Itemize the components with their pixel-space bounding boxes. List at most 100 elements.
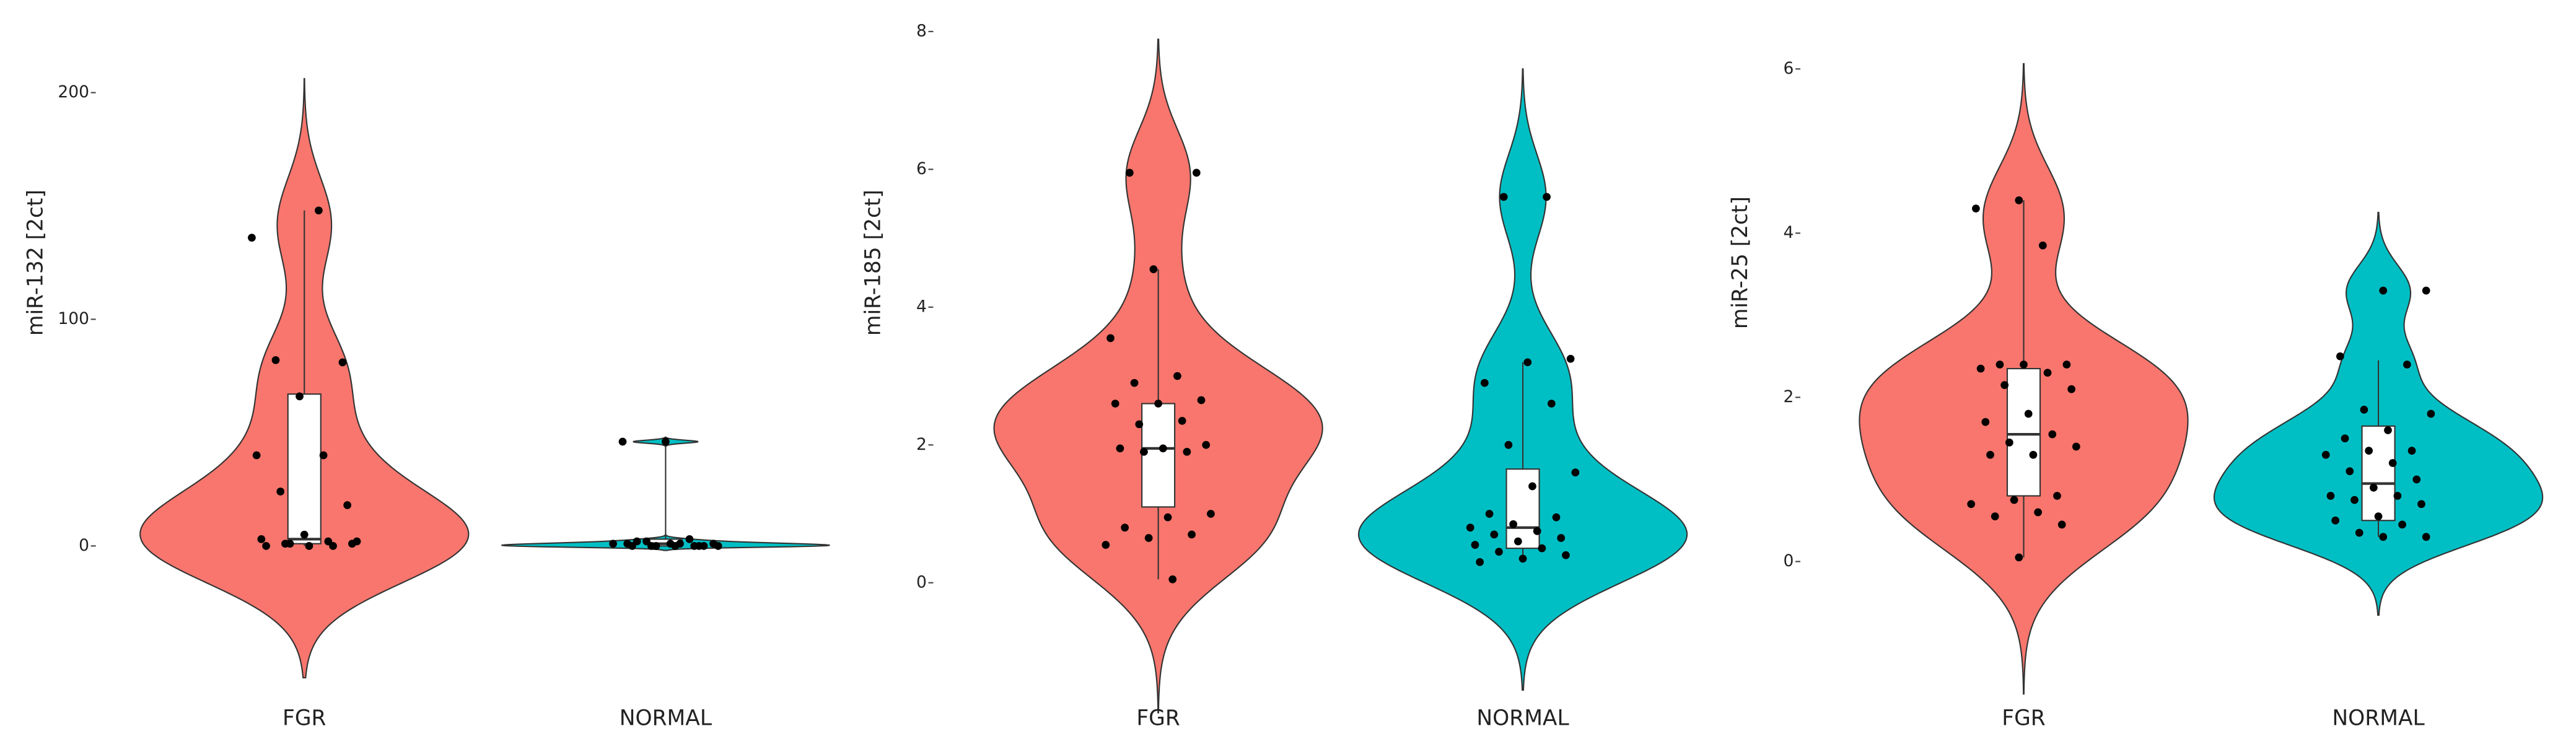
box <box>1141 403 1176 508</box>
x-tick-label: NORMAL <box>2332 706 2424 730</box>
data-point <box>257 535 266 543</box>
data-point <box>1197 396 1206 404</box>
data-point <box>353 537 361 546</box>
x-tick-label: NORMAL <box>620 706 712 730</box>
data-point <box>2407 447 2416 455</box>
data-point <box>2417 500 2425 509</box>
x-tick-label: FGR <box>283 706 326 730</box>
data-point <box>271 356 280 364</box>
data-point <box>1495 548 1503 556</box>
data-point <box>343 501 352 509</box>
y-axis-label: miR-185 [2ct] <box>861 190 886 336</box>
data-point <box>2015 553 2023 562</box>
data-point <box>2010 496 2018 504</box>
data-point <box>1571 468 1580 477</box>
data-point <box>1480 378 1489 387</box>
data-point <box>609 540 617 548</box>
data-point <box>2062 361 2071 369</box>
data-point <box>1986 450 1994 459</box>
box <box>287 393 322 544</box>
data-point <box>2020 361 2028 369</box>
data-point <box>2321 450 2330 459</box>
data-point <box>1159 444 1167 453</box>
y-tick-label: 200 <box>58 82 89 102</box>
data-point <box>1192 168 1201 177</box>
data-point <box>338 358 347 367</box>
data-point <box>1102 541 1110 549</box>
data-point <box>2331 516 2339 525</box>
data-point <box>1976 364 1985 373</box>
data-point <box>1996 361 2004 369</box>
x-tick-label: FGR <box>2002 706 2045 730</box>
data-point <box>699 542 708 550</box>
data-point <box>1981 418 1990 426</box>
data-point <box>252 451 261 460</box>
data-point <box>1543 193 1551 201</box>
data-point <box>685 535 694 543</box>
data-point <box>1173 372 1181 380</box>
data-point <box>1163 513 1172 522</box>
data-point <box>1499 193 1508 201</box>
data-point <box>1149 265 1158 274</box>
data-point <box>2067 385 2075 393</box>
data-point <box>1566 354 1575 363</box>
data-point <box>1207 510 1215 518</box>
data-point <box>2024 409 2033 418</box>
y-tick-label: 8 <box>916 21 927 40</box>
data-point <box>1188 530 1196 539</box>
data-point <box>2038 241 2047 250</box>
data-point <box>2393 492 2402 500</box>
data-point <box>296 392 304 401</box>
data-point <box>714 542 722 550</box>
data-point <box>1509 520 1517 528</box>
data-point <box>2403 361 2411 369</box>
data-point <box>2365 447 2373 455</box>
data-point <box>1135 420 1144 429</box>
data-point <box>2034 508 2042 517</box>
data-point <box>2326 492 2335 500</box>
y-axis-label: miR-25 [2ct] <box>1728 196 1753 329</box>
data-point <box>2412 475 2421 484</box>
data-point <box>262 542 270 550</box>
data-point <box>2398 520 2406 529</box>
data-point <box>2355 528 2364 537</box>
data-point <box>1518 554 1527 563</box>
data-point <box>1490 530 1499 539</box>
y-tick-label: 2 <box>1784 387 1794 406</box>
data-point <box>2379 533 2388 541</box>
y-tick-label: 0 <box>916 572 927 592</box>
data-point <box>1523 358 1532 367</box>
data-point <box>1991 512 1999 520</box>
data-point <box>1183 448 1191 456</box>
data-point <box>276 487 285 496</box>
data-point <box>1154 400 1162 408</box>
data-point <box>1514 537 1522 546</box>
data-point <box>1557 534 1566 542</box>
x-tick-label: FGR <box>1136 706 1180 730</box>
data-point <box>662 437 670 446</box>
data-point <box>1528 482 1536 491</box>
y-tick-label: 0 <box>1784 551 1794 571</box>
data-point <box>2005 438 2013 447</box>
data-point <box>2422 533 2430 541</box>
data-point <box>315 206 323 215</box>
data-point <box>305 542 313 550</box>
box <box>2361 425 2396 522</box>
data-point <box>2015 196 2023 204</box>
data-point <box>1121 523 1129 532</box>
data-point <box>1552 513 1561 522</box>
data-point <box>2350 496 2359 504</box>
box <box>2006 368 2041 497</box>
violin <box>501 436 830 551</box>
y-tick-label: 2 <box>916 435 927 454</box>
y-tick-label: 6 <box>1784 59 1794 78</box>
data-point <box>2043 369 2052 377</box>
data-point <box>2341 434 2349 443</box>
data-point <box>1476 558 1484 566</box>
y-tick-label: 0 <box>79 536 89 555</box>
data-point <box>1144 534 1153 542</box>
data-point <box>2048 430 2057 439</box>
data-point <box>2072 442 2080 451</box>
